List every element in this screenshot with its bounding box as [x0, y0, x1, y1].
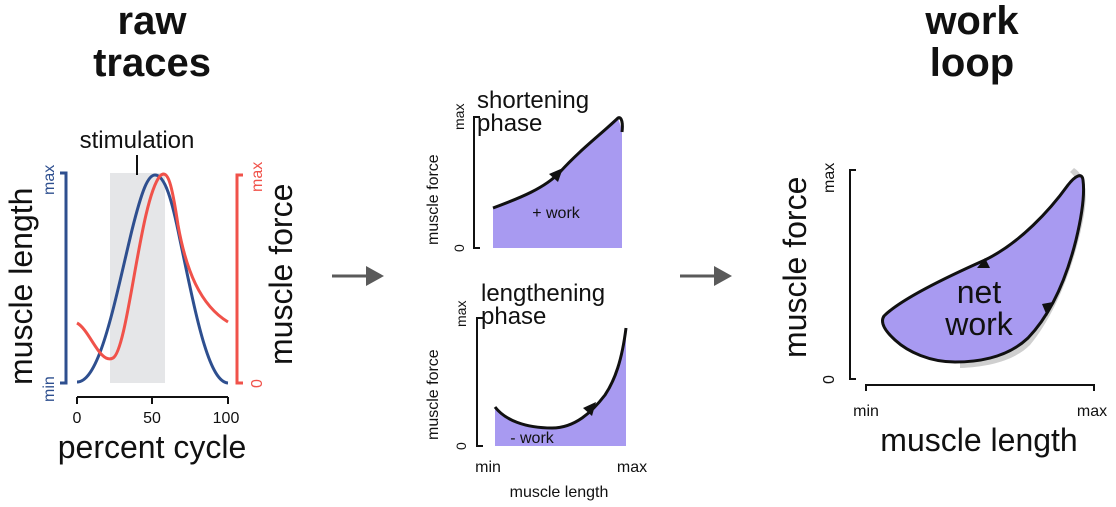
negative-work-area	[495, 328, 626, 446]
loop-shortening-arrow-icon	[1042, 302, 1053, 316]
lengthening-panel: lengthening phase max 0 muscle force - w…	[425, 280, 647, 501]
raw-title-line1: raw	[118, 0, 188, 43]
x-tick-50: 50	[143, 410, 161, 427]
loop-y-min: 0	[821, 375, 838, 384]
length-axis-min: min	[41, 376, 58, 402]
force-trace	[76, 172, 229, 361]
length-axis	[60, 171, 68, 385]
loop-y-label: muscle force	[777, 177, 813, 358]
negative-work-label: - work	[510, 430, 555, 447]
arrow-right-icon	[680, 266, 732, 286]
lengthening-x-min: min	[475, 459, 501, 476]
positive-work-label: + work	[532, 205, 581, 222]
work-loop-panel: work loop net work max 0 muscle force mi…	[777, 0, 1107, 458]
loop-return-arrow-icon	[977, 258, 990, 268]
positive-work-area	[493, 118, 622, 248]
x-tick-100: 100	[213, 410, 240, 427]
lengthening-curve	[493, 327, 628, 430]
lengthening-y-min: 0	[453, 442, 469, 450]
shortening-direction-icon	[549, 168, 563, 182]
lengthening-y-axis	[476, 317, 483, 447]
shortening-y-label: muscle force	[425, 154, 442, 245]
raw-traces-panel: raw traces stimulation max min muscle le…	[3, 0, 299, 465]
loop-x-label: muscle length	[880, 422, 1077, 458]
lengthening-x-max: max	[617, 459, 647, 476]
force-axis-max: max	[249, 162, 266, 192]
force-axis	[235, 173, 243, 385]
percent-axis-label: percent cycle	[58, 429, 247, 465]
net-work-line1: net	[957, 274, 1002, 310]
x-tick-0: 0	[73, 410, 82, 427]
shortening-curve	[492, 116, 624, 210]
shortening-title-line1: shortening	[477, 87, 589, 114]
shortening-y-axis	[473, 116, 480, 249]
length-trace	[76, 173, 229, 385]
loop-x-max: max	[1077, 403, 1107, 420]
loop-y-axis	[849, 169, 856, 380]
loop-x-min: min	[853, 403, 879, 420]
force-axis-min: 0	[249, 379, 266, 388]
lengthening-x-label: muscle length	[510, 484, 609, 501]
lengthening-direction-icon	[583, 402, 596, 416]
shortening-title-line2: phase	[477, 110, 542, 137]
force-axis-label: muscle force	[263, 184, 299, 365]
shortening-y-min: 0	[451, 244, 467, 252]
lengthening-y-max: max	[453, 301, 469, 327]
length-axis-label: muscle length	[3, 188, 39, 385]
stimulation-label: stimulation	[80, 127, 195, 154]
shortening-panel: shortening phase max 0 muscle force + wo…	[425, 87, 624, 252]
shortening-y-max: max	[451, 104, 467, 130]
lengthening-title-line1: lengthening	[481, 280, 605, 307]
lengthening-title-line2: phase	[481, 303, 546, 330]
lengthening-y-label: muscle force	[425, 349, 442, 440]
raw-title-line2: traces	[93, 41, 211, 85]
length-axis-max: max	[41, 165, 58, 195]
arrow-right-icon	[332, 266, 384, 286]
loop-x-axis	[865, 384, 1095, 391]
work-loop-area	[880, 174, 1086, 364]
net-work-line2: work	[944, 306, 1014, 342]
loop-y-max: max	[821, 163, 838, 193]
loop-title-line2: loop	[930, 41, 1014, 85]
loop-title-line1: work	[924, 0, 1019, 43]
